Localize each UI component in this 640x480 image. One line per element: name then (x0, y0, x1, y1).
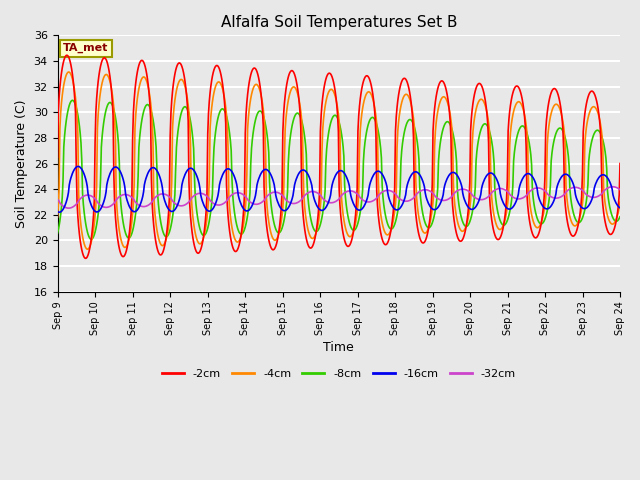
Legend: -2cm, -4cm, -8cm, -16cm, -32cm: -2cm, -4cm, -8cm, -16cm, -32cm (157, 365, 520, 384)
Title: Alfalfa Soil Temperatures Set B: Alfalfa Soil Temperatures Set B (221, 15, 457, 30)
Y-axis label: Soil Temperature (C): Soil Temperature (C) (15, 99, 28, 228)
X-axis label: Time: Time (323, 341, 354, 354)
Text: TA_met: TA_met (63, 43, 109, 53)
